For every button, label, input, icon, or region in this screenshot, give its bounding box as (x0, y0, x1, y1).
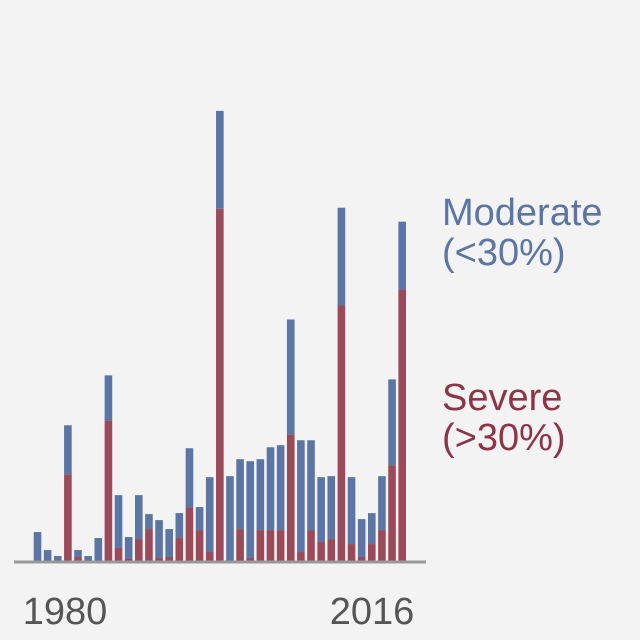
bar-severe-2006 (327, 539, 336, 562)
bar-severe-2002 (286, 434, 295, 562)
bar-severe-1990 (165, 557, 173, 562)
bar-severe-2011 (378, 530, 386, 562)
bar-moderate-1996 (226, 476, 234, 562)
bar-severe-2013 (398, 289, 406, 562)
bar-severe-2000 (266, 530, 275, 562)
bar-moderate-2010 (367, 513, 376, 545)
bar-moderate-2012 (388, 379, 396, 466)
bar-moderate-1997 (236, 459, 244, 530)
bar-moderate-1992 (185, 448, 194, 508)
bar-moderate-1999 (256, 459, 265, 531)
legend-moderate: Moderate (<30%) (442, 192, 603, 274)
bar-severe-2008 (347, 544, 356, 562)
bar-moderate-1989 (155, 520, 163, 558)
bar-moderate-2002 (286, 319, 295, 435)
bars-group (33, 110, 406, 562)
bar-severe-1989 (155, 558, 163, 562)
bar-moderate-1990 (165, 529, 173, 558)
bar-moderate-2003 (297, 440, 305, 553)
bar-moderate-2013 (398, 221, 406, 290)
bar-moderate-2001 (276, 445, 285, 531)
bar-severe-2012 (388, 465, 396, 562)
bar-moderate-1994 (205, 477, 214, 553)
bar-moderate-1986 (124, 537, 133, 560)
bar-moderate-2000 (266, 447, 275, 531)
bar-moderate-2008 (347, 477, 356, 545)
bar-moderate-1993 (195, 507, 204, 531)
bar-moderate-1995 (216, 110, 224, 209)
bar-moderate-1991 (175, 513, 184, 539)
bar-severe-1985 (114, 548, 123, 562)
bar-moderate-1988 (145, 514, 153, 530)
bar-moderate-1980 (64, 425, 72, 475)
bar-moderate-1984 (104, 375, 113, 421)
bar-moderate-2006 (327, 476, 336, 540)
bar-moderate-1998 (246, 461, 255, 559)
bar-severe-1992 (185, 507, 194, 562)
bar-severe-2003 (297, 552, 305, 562)
bar-severe-1981 (74, 557, 82, 562)
bar-severe-1997 (236, 529, 244, 562)
bar-moderate-2004 (307, 440, 315, 531)
bar-severe-2005 (317, 542, 325, 562)
bar-moderate-1985 (114, 495, 123, 549)
bar-severe-2004 (307, 530, 315, 562)
bar-severe-2009 (357, 557, 366, 562)
bar-moderate-2005 (317, 477, 325, 543)
bar-severe-2010 (367, 544, 376, 562)
bar-severe-1995 (216, 208, 224, 562)
bar-severe-1984 (104, 420, 113, 562)
bar-severe-1993 (195, 530, 204, 562)
bar-moderate-2009 (357, 519, 366, 558)
legend-severe: Severe (>30%) (442, 377, 566, 459)
bar-severe-1998 (246, 558, 255, 562)
bar-moderate-2007 (337, 207, 346, 306)
x-tick-label-1980: 1980 (23, 591, 108, 633)
bar-moderate-1983 (94, 538, 103, 562)
bar-severe-1991 (175, 538, 184, 562)
bar-moderate-2011 (378, 476, 386, 531)
bar-severe-1987 (135, 539, 143, 562)
bar-moderate-1979 (53, 556, 62, 562)
bar-moderate-1981 (74, 550, 82, 558)
bar-moderate-1982 (84, 556, 92, 562)
bar-severe-1994 (205, 552, 214, 562)
bar-severe-1980 (64, 474, 72, 562)
bar-moderate-1978 (43, 550, 52, 562)
bar-moderate-1977 (33, 532, 42, 562)
bar-severe-2007 (337, 305, 346, 562)
bar-severe-1999 (256, 530, 265, 562)
x-tick-label-2016: 2016 (330, 591, 415, 633)
bar-severe-2001 (276, 530, 285, 562)
bar-severe-1988 (145, 529, 153, 562)
bar-moderate-1987 (135, 495, 143, 540)
